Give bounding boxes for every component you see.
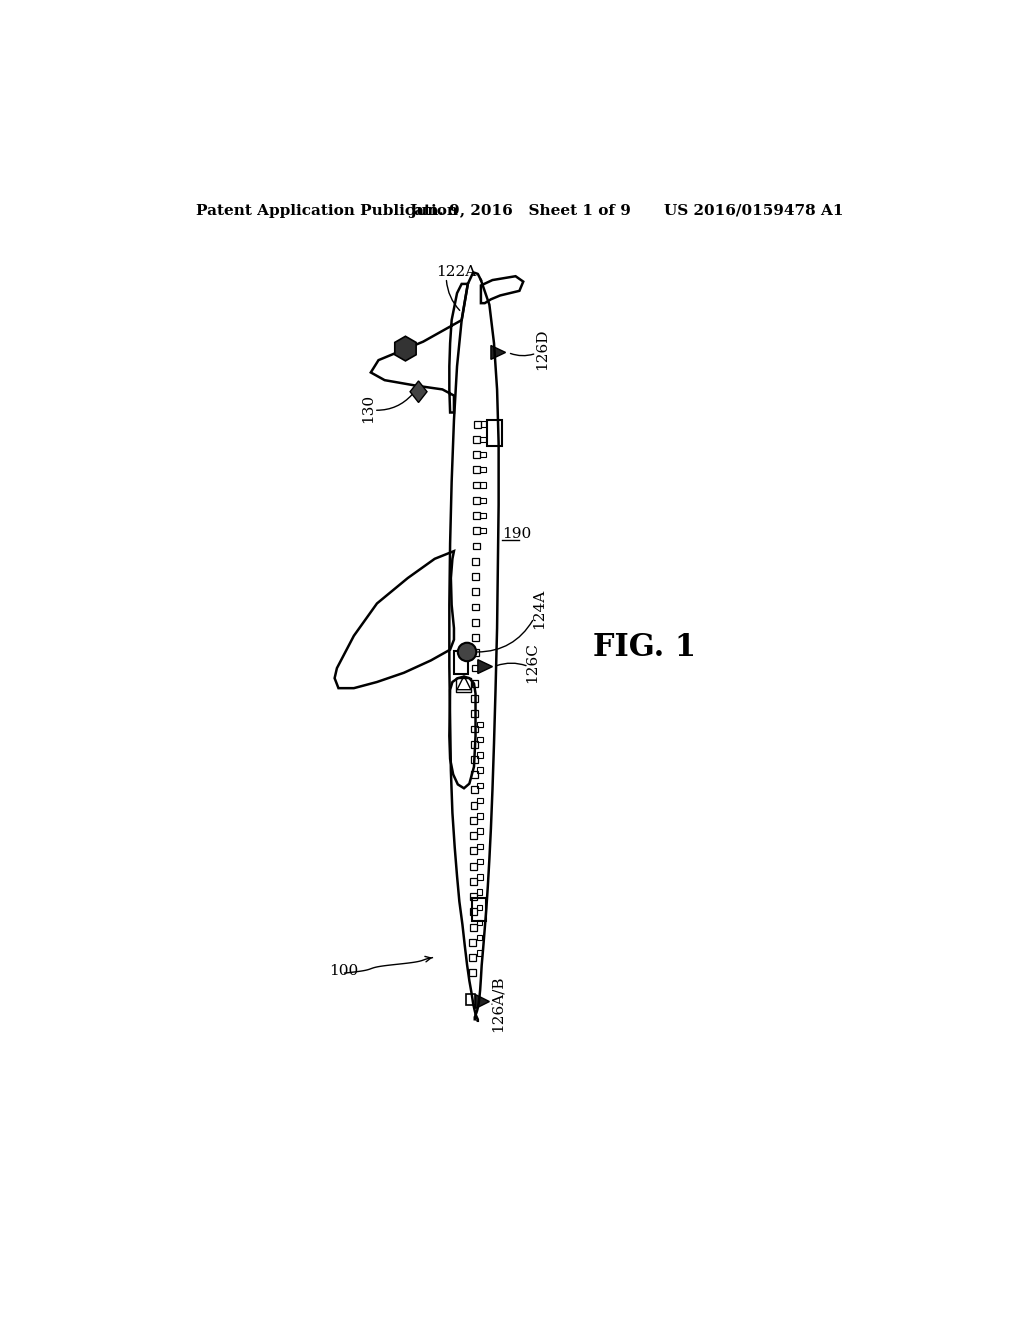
Bar	[470, 924, 476, 931]
Bar	[477, 904, 482, 909]
Bar	[470, 908, 476, 915]
Text: FIG. 1: FIG. 1	[593, 632, 695, 663]
Bar	[473, 527, 479, 535]
Bar	[470, 863, 477, 870]
Bar	[472, 603, 479, 610]
Polygon shape	[450, 677, 475, 788]
Bar	[473, 451, 480, 458]
Polygon shape	[475, 995, 489, 1008]
Text: 100: 100	[330, 964, 358, 978]
Bar	[477, 935, 482, 940]
Bar	[480, 467, 485, 473]
Bar	[473, 482, 480, 488]
Bar	[471, 787, 477, 793]
Text: 126C: 126C	[525, 643, 540, 684]
Bar	[480, 482, 485, 487]
Bar	[472, 589, 479, 595]
Bar	[487, 420, 503, 446]
Bar	[470, 832, 477, 840]
Bar	[470, 817, 477, 824]
Bar	[473, 543, 479, 549]
Bar	[473, 496, 480, 504]
Bar	[473, 512, 480, 519]
Bar	[473, 436, 480, 442]
Bar	[472, 664, 478, 672]
Bar	[477, 859, 482, 865]
Circle shape	[458, 643, 476, 661]
Bar	[471, 726, 478, 733]
Bar	[480, 528, 485, 533]
Polygon shape	[410, 381, 427, 403]
Bar	[469, 939, 476, 946]
Bar	[477, 874, 482, 879]
Bar	[477, 752, 482, 758]
Text: 124A: 124A	[531, 589, 546, 628]
Polygon shape	[478, 660, 493, 673]
Bar	[471, 680, 478, 686]
Text: 122A: 122A	[436, 265, 476, 280]
Text: US 2016/0159478 A1: US 2016/0159478 A1	[665, 203, 844, 218]
Bar	[472, 573, 479, 579]
Polygon shape	[490, 346, 506, 359]
Bar	[472, 898, 486, 921]
Bar	[480, 498, 485, 503]
Bar	[477, 890, 482, 895]
Bar	[477, 813, 482, 818]
Bar	[473, 421, 480, 428]
Bar	[471, 801, 477, 809]
Bar	[470, 847, 477, 854]
Text: 190: 190	[503, 527, 531, 541]
Bar	[477, 783, 482, 788]
Bar	[480, 437, 485, 442]
Text: Patent Application Publication: Patent Application Publication	[196, 203, 458, 218]
Bar	[471, 756, 478, 763]
Bar	[477, 722, 483, 727]
Bar	[477, 843, 482, 849]
Text: 126A/B: 126A/B	[490, 975, 504, 1032]
Text: 126D: 126D	[535, 329, 549, 370]
Bar	[477, 797, 482, 804]
Text: 130: 130	[361, 395, 376, 424]
Bar	[477, 920, 482, 925]
Bar	[454, 651, 468, 675]
Bar	[477, 767, 482, 772]
Bar	[469, 969, 476, 977]
Bar	[471, 710, 478, 717]
Bar	[480, 451, 485, 457]
Bar	[471, 741, 478, 747]
Bar	[480, 513, 485, 519]
Bar	[473, 466, 480, 474]
Bar	[470, 878, 477, 884]
Bar	[477, 737, 482, 742]
Bar	[472, 634, 479, 642]
Text: Jun. 9, 2016   Sheet 1 of 9: Jun. 9, 2016 Sheet 1 of 9	[410, 203, 631, 218]
Bar	[469, 954, 476, 961]
Bar	[477, 950, 482, 956]
Bar	[477, 829, 482, 834]
Bar	[471, 771, 478, 779]
Bar	[470, 894, 477, 900]
Bar	[480, 421, 486, 426]
Bar	[472, 558, 479, 565]
Bar	[472, 649, 478, 656]
Bar	[471, 696, 478, 702]
Bar	[466, 994, 475, 1005]
Polygon shape	[395, 337, 416, 360]
Bar	[472, 619, 479, 626]
